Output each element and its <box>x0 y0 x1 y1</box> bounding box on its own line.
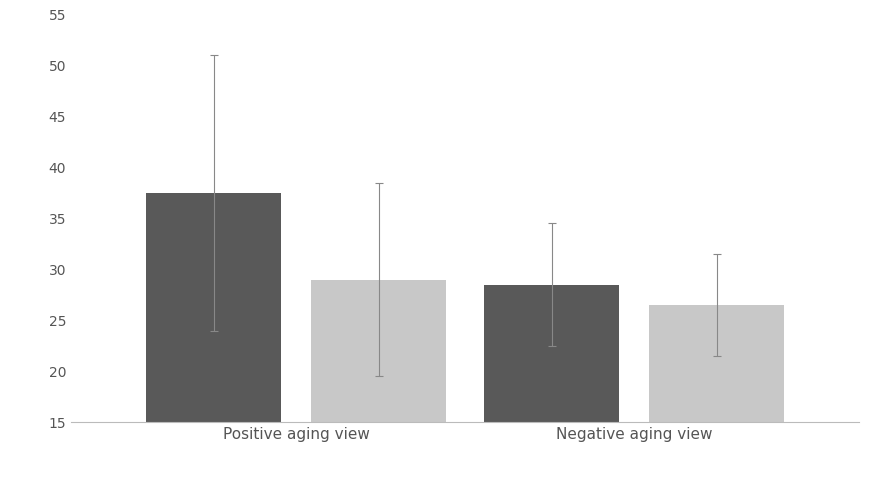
Bar <box>649 305 784 422</box>
Bar <box>146 193 281 422</box>
Bar <box>484 285 619 422</box>
Bar <box>311 279 447 422</box>
